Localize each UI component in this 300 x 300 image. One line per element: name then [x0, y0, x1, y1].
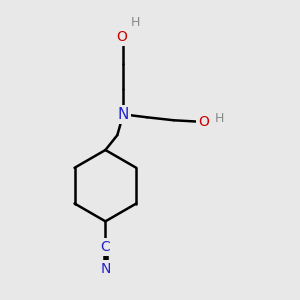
- Text: O: O: [198, 115, 209, 129]
- Text: O: O: [116, 30, 127, 44]
- Text: C: C: [100, 240, 110, 254]
- Text: H: H: [130, 16, 140, 29]
- Text: N: N: [100, 262, 111, 276]
- Text: N: N: [118, 107, 129, 122]
- Text: H: H: [215, 112, 224, 125]
